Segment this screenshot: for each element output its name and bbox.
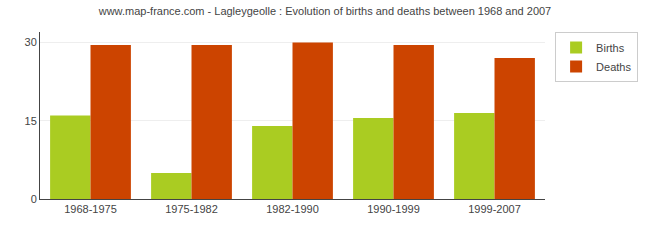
svg-text:1990-1999: 1990-1999 (367, 203, 420, 215)
svg-text:Births: Births (596, 42, 625, 54)
svg-text:1999-2007: 1999-2007 (468, 203, 521, 215)
svg-text:1968-1975: 1968-1975 (64, 203, 117, 215)
svg-text:www.map-france.com - Lagleygeo: www.map-france.com - Lagleygeolle : Evol… (98, 5, 552, 17)
svg-text:1982-1990: 1982-1990 (266, 203, 319, 215)
svg-text:Deaths: Deaths (596, 61, 631, 73)
svg-text:1975-1982: 1975-1982 (165, 203, 218, 215)
svg-text:15: 15 (25, 115, 37, 127)
svg-text:0: 0 (31, 193, 37, 205)
svg-text:30: 30 (25, 36, 37, 48)
